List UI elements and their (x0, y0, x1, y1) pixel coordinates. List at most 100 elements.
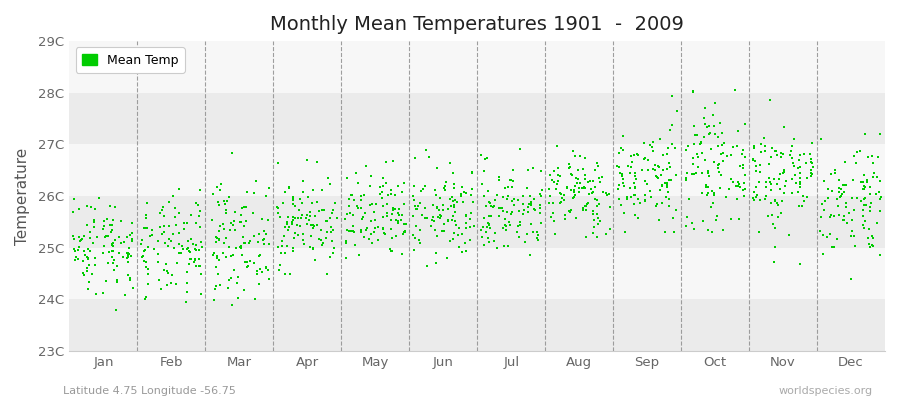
Point (652, 216, 666, 223)
Point (148, 246, 162, 252)
Point (763, 154, 778, 160)
Point (785, 155, 799, 161)
Point (166, 193, 180, 199)
Point (439, 179, 454, 185)
Point (645, 138, 660, 145)
Point (760, 184, 774, 190)
Point (662, 177, 676, 183)
Point (551, 165, 565, 172)
Point (687, 226, 701, 232)
Point (83, 248, 97, 254)
Point (139, 212, 153, 218)
Point (837, 213, 851, 219)
Point (397, 201, 411, 207)
Point (192, 213, 206, 219)
Point (670, 108, 685, 114)
Point (96, 218, 111, 224)
Point (487, 238, 501, 244)
Point (407, 247, 421, 254)
Point (352, 252, 366, 258)
Point (459, 189, 473, 196)
Point (430, 205, 445, 212)
Point (610, 186, 625, 192)
Point (701, 184, 716, 191)
Point (818, 198, 832, 204)
Point (482, 224, 497, 231)
Point (850, 149, 864, 155)
Point (577, 184, 591, 191)
Point (768, 225, 782, 232)
Point (313, 237, 328, 243)
Point (816, 206, 831, 213)
Point (253, 266, 267, 273)
Point (660, 151, 674, 158)
Point (205, 190, 220, 197)
Point (184, 236, 198, 242)
Point (785, 176, 799, 182)
Point (492, 174, 507, 180)
Bar (69, 144, 885, 196)
Point (338, 216, 352, 222)
Point (88, 206, 103, 212)
Point (547, 231, 562, 237)
Point (665, 141, 680, 147)
Point (213, 282, 228, 288)
Point (454, 192, 469, 199)
Point (733, 184, 747, 190)
Point (769, 148, 783, 154)
Point (490, 245, 504, 252)
Point (381, 192, 395, 198)
Point (524, 202, 538, 208)
Point (618, 229, 633, 236)
Point (406, 231, 420, 238)
Point (154, 286, 168, 292)
Point (503, 177, 517, 184)
Point (646, 148, 661, 155)
Point (122, 232, 137, 238)
Point (773, 170, 788, 177)
Point (140, 266, 155, 272)
Point (590, 221, 605, 228)
Point (598, 231, 613, 237)
Point (627, 184, 642, 190)
Point (209, 282, 223, 289)
Point (274, 238, 289, 244)
Point (209, 239, 223, 245)
Point (836, 217, 850, 223)
Point (188, 256, 202, 262)
Point (437, 228, 452, 234)
Point (83, 228, 97, 235)
Point (285, 196, 300, 203)
Point (134, 237, 148, 243)
Point (110, 278, 124, 285)
Point (832, 211, 846, 218)
Point (846, 176, 860, 183)
Point (763, 186, 778, 193)
Point (384, 248, 399, 255)
Point (577, 185, 591, 191)
Point (731, 178, 745, 185)
Point (68, 254, 83, 260)
Point (578, 176, 592, 183)
Point (838, 182, 852, 189)
Point (711, 160, 725, 167)
Point (560, 184, 574, 190)
Point (550, 143, 564, 149)
Point (590, 163, 605, 170)
Point (715, 151, 729, 157)
Point (271, 205, 285, 212)
Point (306, 246, 320, 252)
Point (523, 193, 537, 199)
Point (724, 152, 738, 158)
Point (104, 227, 119, 233)
Point (380, 212, 394, 219)
Point (355, 228, 369, 235)
Point (765, 144, 779, 151)
Point (419, 263, 434, 269)
Point (475, 234, 490, 240)
Point (384, 217, 399, 223)
Point (344, 192, 358, 198)
Point (836, 217, 850, 223)
Point (364, 183, 378, 190)
Point (857, 183, 871, 190)
